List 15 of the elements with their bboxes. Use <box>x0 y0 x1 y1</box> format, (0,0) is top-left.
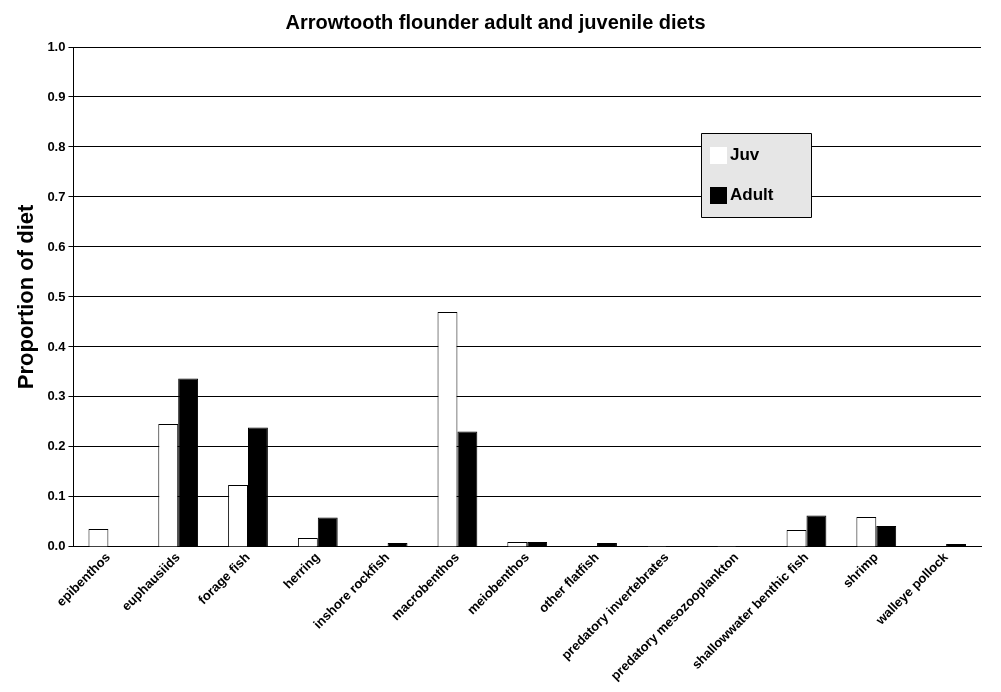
y-tick-label: 0.8 <box>47 138 66 154</box>
y-tick-label: 0.3 <box>47 388 66 404</box>
legend-label: Adult <box>730 184 774 204</box>
y-axis-title: Proportion of diet <box>13 204 39 390</box>
y-tick-label: 0.4 <box>47 338 67 354</box>
y-tick-label: 0.6 <box>47 238 66 254</box>
legend-label: Juv <box>730 144 760 164</box>
y-tick-label: 1.0 <box>47 38 66 54</box>
y-tick-label: 0.5 <box>47 288 66 304</box>
y-tick-label: 0.1 <box>47 488 66 504</box>
y-tick-label: 0.2 <box>47 438 66 454</box>
y-tick-label: 0.7 <box>47 188 66 204</box>
y-tick-label: 0.0 <box>47 538 66 554</box>
chart-title: Arrowtooth flounder adult and juvenile diets <box>285 10 706 33</box>
y-tick-label: 0.9 <box>47 88 66 104</box>
